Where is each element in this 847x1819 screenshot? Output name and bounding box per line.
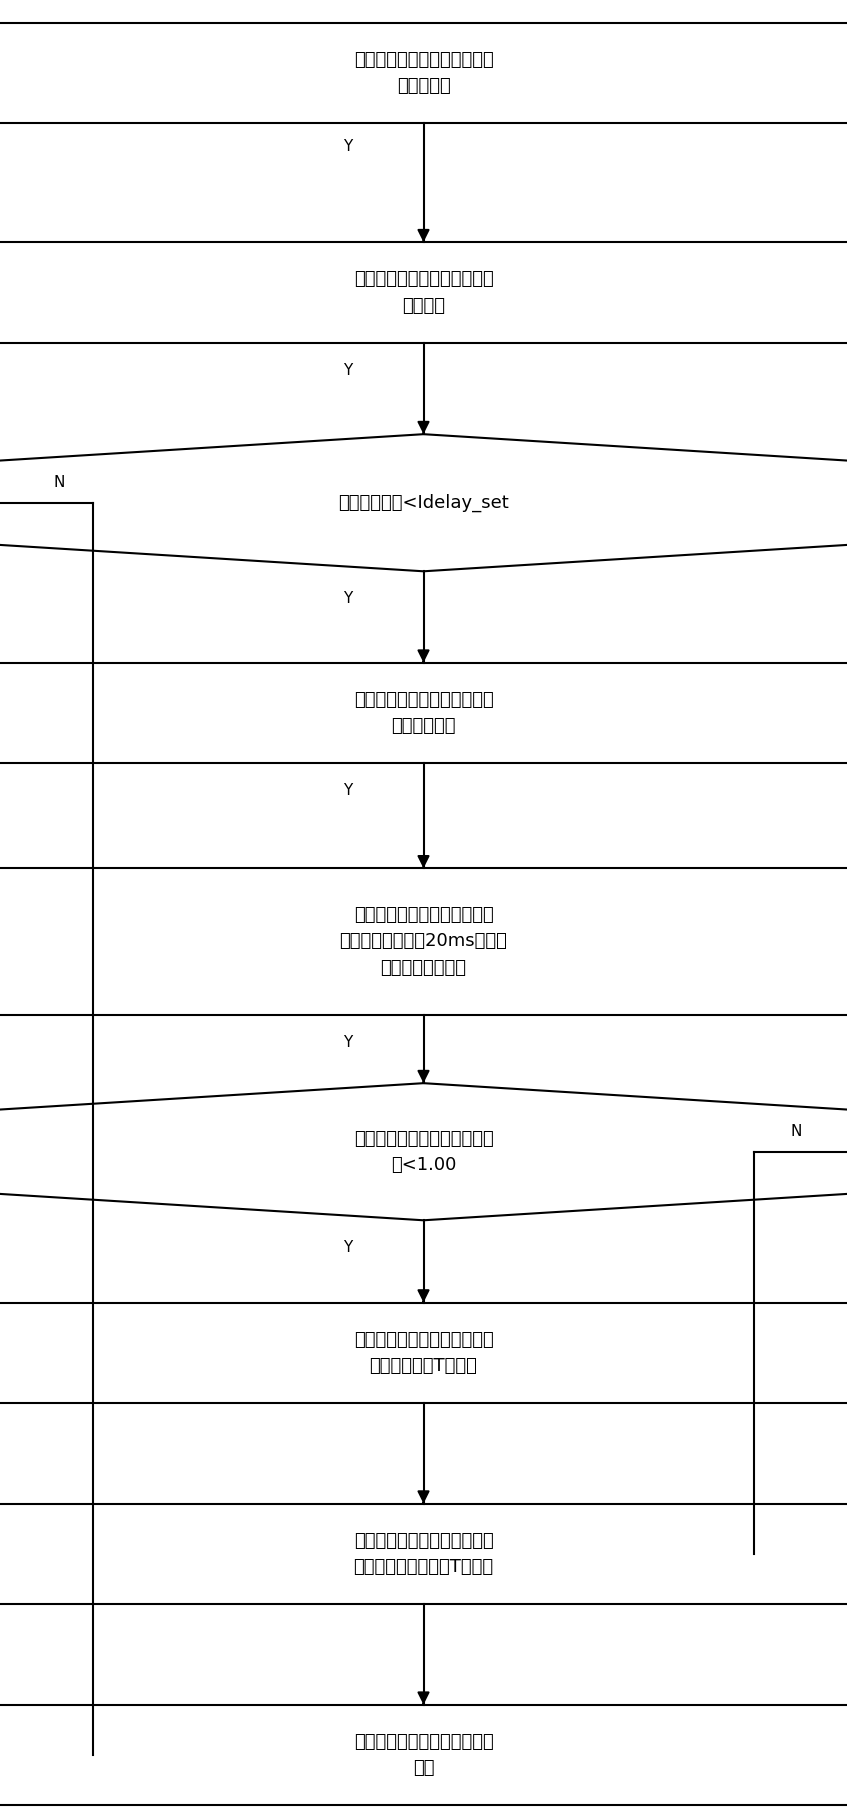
Polygon shape [0,435,847,571]
Text: 保护动作后比较各大电源端的
故障电流: 保护动作后比较各大电源端的 故障电流 [354,271,493,315]
FancyBboxPatch shape [0,868,847,1015]
FancyBboxPatch shape [0,1504,847,1604]
Text: Y: Y [343,362,352,378]
FancyBboxPatch shape [0,242,847,342]
Text: 故障电流最小端测距结果标幺
值<1.00: 故障电流最小端测距结果标幺 值<1.00 [354,1130,493,1173]
Text: N: N [790,1124,802,1139]
Polygon shape [0,1082,847,1221]
Text: Y: Y [343,784,352,799]
FancyBboxPatch shape [0,24,847,124]
Text: 故障点靠近故障电流最小端，
记录故障点离T点距离: 故障点靠近故障电流最小端， 记录故障点离T点距离 [354,1332,493,1375]
Text: 故障点靠近另两端，结合选区
结果，记录故障点离T点距离: 故障点靠近另两端，结合选区 结果，记录故障点离T点距离 [353,1532,494,1575]
FancyBboxPatch shape [0,662,847,764]
Text: Y: Y [343,591,352,606]
Text: 故障电流最小端延时切除，其
它端快速切除: 故障电流最小端延时切除，其 它端快速切除 [354,691,493,735]
Text: Y: Y [343,1241,352,1255]
FancyBboxPatch shape [0,1704,847,1804]
Text: Y: Y [343,138,352,155]
Text: Y: Y [343,1035,352,1050]
Text: 故障电流最小端收到另两端故
障切除信号后延时20ms切除故
障，完成故障测距: 故障电流最小端收到另两端故 障切除信号后延时20ms切除故 障，完成故障测距 [340,906,507,977]
Text: N: N [53,475,65,489]
Text: 通过弱馈控制字识别各端是否
包含大电源: 通过弱馈控制字识别各端是否 包含大电源 [354,51,493,95]
Text: 最小故障电流<Idelay_set: 最小故障电流<Idelay_set [338,493,509,511]
FancyBboxPatch shape [0,1302,847,1402]
Text: 三端快速跳闸，采样传统阻抗
测距: 三端快速跳闸，采样传统阻抗 测距 [354,1734,493,1777]
